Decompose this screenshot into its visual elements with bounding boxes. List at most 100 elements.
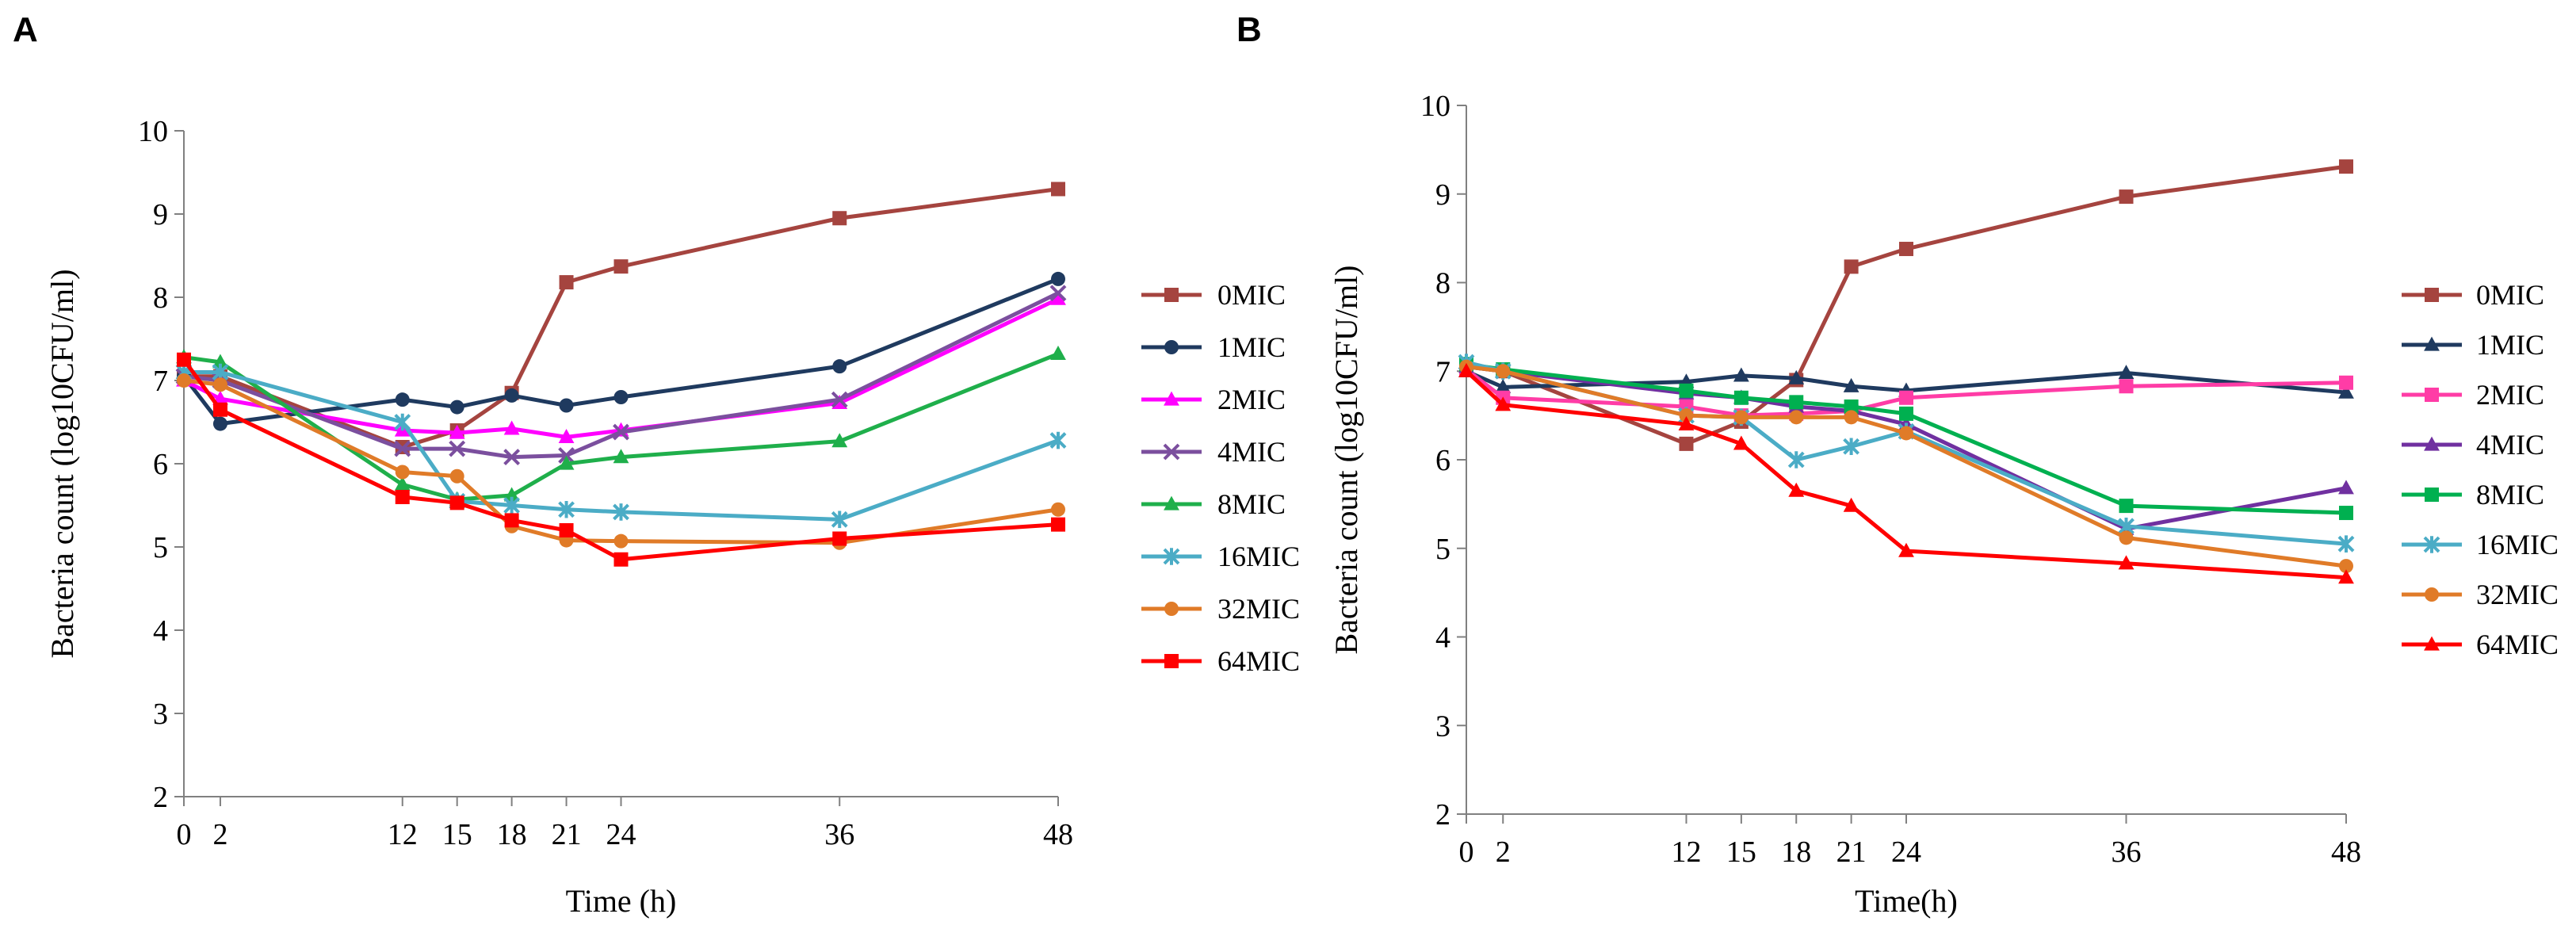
data-point <box>559 275 574 290</box>
legend-item: 8MIC <box>2402 479 2544 510</box>
legend-item: 4MIC <box>1141 436 1286 468</box>
data-point <box>1050 346 1066 361</box>
data-point <box>1899 242 1913 257</box>
legend-marker <box>2424 436 2440 451</box>
data-point <box>1898 542 1914 557</box>
data-point <box>1051 517 1065 532</box>
x-axis-title: Time(h) <box>1855 883 1958 919</box>
legend-item: 64MIC <box>2402 629 2559 660</box>
data-point <box>1051 271 1065 286</box>
y-axis-title: Bacteria count (log10CFU/ml) <box>1328 265 1364 654</box>
x-tick-label: 2 <box>1496 835 1511 869</box>
data-point <box>1843 438 1860 456</box>
y-tick-label: 7 <box>1435 355 1450 388</box>
data-point <box>449 400 464 415</box>
x-tick-label: 18 <box>497 818 527 851</box>
data-point <box>831 510 848 529</box>
x-tick-label: 36 <box>2112 835 2142 869</box>
data-point <box>1899 426 1913 441</box>
x-axis-title: Time (h) <box>566 883 677 919</box>
data-point <box>1495 379 1512 394</box>
data-point <box>1899 390 1913 405</box>
legend-item: 32MIC <box>2402 579 2559 610</box>
data-point <box>832 211 847 226</box>
data-point <box>1049 431 1067 449</box>
data-point <box>1679 383 1694 398</box>
legend-label: 32MIC <box>1217 593 1300 625</box>
x-tick-label: 24 <box>606 818 636 851</box>
data-point <box>503 449 521 466</box>
data-point <box>832 531 847 546</box>
data-point <box>449 495 464 510</box>
data-point <box>503 420 520 435</box>
panel-b: B 2 3 4 5 6 7 8 9 10 0 2 12 15 18 21 24 36 48 Time(h) Bacter… <box>1236 10 2559 919</box>
x-tick-label: 15 <box>442 818 472 851</box>
x-tick-label: 21 <box>552 818 582 851</box>
x-tick-label: 15 <box>1726 835 1756 869</box>
data-point <box>1843 497 1859 512</box>
legend-marker <box>1164 340 1179 354</box>
data-point <box>613 423 629 441</box>
data-point <box>394 413 411 431</box>
data-point <box>395 490 410 504</box>
y-tick-label: 10 <box>1420 90 1450 123</box>
data-point <box>2339 375 2353 390</box>
y-tick-label: 4 <box>153 614 168 648</box>
legend-item: 4MIC <box>2402 429 2544 461</box>
data-point <box>2119 379 2134 394</box>
data-point <box>395 392 410 407</box>
series-1MIC <box>177 271 1065 431</box>
data-point <box>2339 506 2353 521</box>
legend-label: 4MIC <box>2476 429 2544 461</box>
data-point <box>1843 377 1859 392</box>
legend-item: 64MIC <box>1141 645 1300 677</box>
y-axis-title: Bacteria count (log10CFU/ml) <box>44 269 80 658</box>
legend-label: 0MIC <box>2476 279 2544 311</box>
legend-label: 32MIC <box>2476 579 2559 610</box>
data-point <box>558 500 575 518</box>
legend-marker <box>2425 587 2439 602</box>
data-point <box>212 354 228 369</box>
data-point <box>1788 369 1805 384</box>
legend-marker <box>2425 288 2439 302</box>
data-point <box>449 440 466 457</box>
legend-marker <box>1164 288 1179 302</box>
series-64MIC <box>177 352 1065 567</box>
legend-marker <box>2424 636 2440 651</box>
data-point <box>2337 535 2355 553</box>
data-point <box>613 503 629 521</box>
y-tick-label: 7 <box>153 365 168 398</box>
legend-marker <box>1164 654 1179 668</box>
legend-label: 4MIC <box>1217 436 1286 468</box>
data-point <box>1844 259 1859 274</box>
legend-item: 32MIC <box>1141 593 1300 625</box>
legend-label: 16MIC <box>2476 529 2559 560</box>
legend-item: 16MIC <box>2402 529 2559 560</box>
data-point <box>1844 399 1859 414</box>
data-point <box>1789 410 1804 425</box>
data-point <box>1458 362 1474 377</box>
data-point <box>831 433 848 448</box>
legend-label: 8MIC <box>2476 479 2544 510</box>
x-tick-label: 24 <box>1891 835 1921 869</box>
y-tick-label: 5 <box>1435 533 1450 566</box>
data-point <box>2119 530 2134 545</box>
data-point <box>1678 415 1695 430</box>
data-point <box>1733 390 1749 405</box>
series-4MIC <box>175 285 1067 466</box>
data-point <box>1844 410 1859 425</box>
data-point <box>831 391 848 408</box>
legend-label: 2MIC <box>1217 384 1286 415</box>
data-point <box>1051 182 1065 197</box>
data-point <box>613 449 629 464</box>
data-point <box>394 440 411 457</box>
legend-item: 1MIC <box>1141 331 1286 363</box>
data-point <box>1495 396 1512 411</box>
data-point <box>212 377 227 392</box>
y-tick-label: 4 <box>1435 621 1450 655</box>
data-point <box>613 390 629 404</box>
data-point <box>449 424 465 439</box>
data-point <box>212 416 227 431</box>
data-point <box>2339 559 2353 574</box>
data-point <box>832 359 847 374</box>
